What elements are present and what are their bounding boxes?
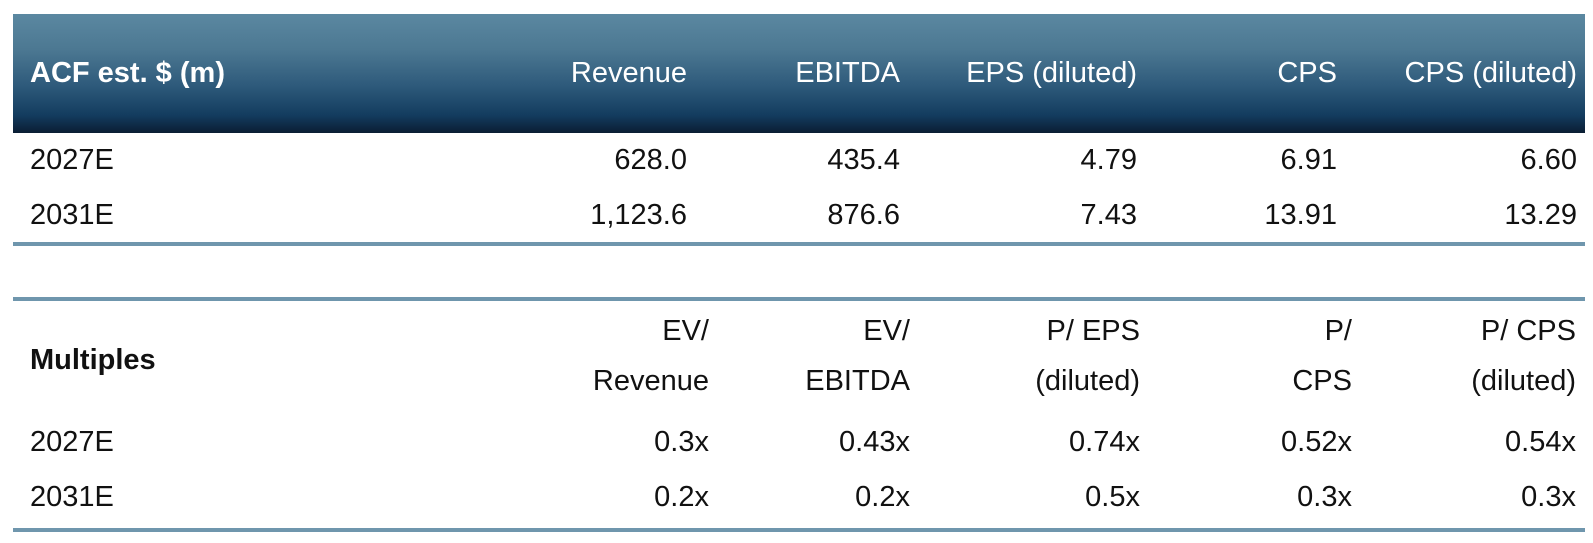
column-header-p-cps: P/ CPS	[1140, 306, 1352, 415]
multiples-top-rule	[13, 297, 1585, 301]
cell-2027e-ebitda: 435.4	[827, 144, 900, 176]
estimates-header-row: ACF est. $ (m) Revenue EBITDA EPS (dilut…	[13, 14, 1585, 133]
cell-2027e-cps: 6.91	[1280, 144, 1337, 176]
column-header-line2: Revenue	[592, 365, 709, 397]
row-label-2027e: 2027E	[30, 426, 114, 458]
cell-2031e-cps-diluted: 13.29	[1504, 198, 1577, 231]
column-header-revenue: Revenue	[570, 57, 687, 89]
cell-2031e-p-cps: 0.3x	[1297, 481, 1352, 513]
cell-2027e-p-cps: 0.52x	[1281, 426, 1352, 458]
column-header-line1: EV/	[863, 315, 910, 347]
multiples-table-title: Multiples	[30, 344, 156, 376]
column-header-line2: EBITDA	[805, 365, 910, 397]
row-label-2027e: 2027E	[30, 144, 114, 176]
table-bottom-rule	[13, 528, 1585, 532]
column-header-ebitda: EBITDA	[795, 57, 900, 89]
table-row-multiples-2027e: 2027E 0.3x 0.43x 0.74x 0.52x 0.54x	[13, 415, 1585, 470]
column-header-line2: (diluted)	[1471, 365, 1576, 397]
cell-2027e-ev-revenue: 0.3x	[654, 426, 709, 458]
cell-2027e-p-cps-diluted: 0.54x	[1505, 426, 1576, 458]
cell-2031e-ev-revenue: 0.2x	[654, 481, 709, 513]
cell-2027e-cps-diluted: 6.60	[1520, 144, 1577, 176]
table-row-multiples-2031e: 2031E 0.2x 0.2x 0.5x 0.3x 0.3x	[13, 470, 1585, 525]
cell-2031e-ebitda: 876.6	[827, 198, 900, 231]
column-header-ev-revenue: EV/ Revenue	[433, 306, 709, 415]
column-header-line1: P/ EPS	[1046, 315, 1141, 347]
column-header-ev-ebitda: EV/ EBITDA	[709, 306, 910, 415]
cell-2027e-revenue: 628.0	[614, 144, 687, 176]
column-header-line2: (diluted)	[1035, 365, 1140, 397]
multiples-rows: 2027E 0.3x 0.43x 0.74x 0.52x 0.54x 2031E…	[13, 415, 1585, 525]
cell-2031e-eps-diluted: 7.43	[1080, 198, 1137, 231]
column-header-p-eps-diluted: P/ EPS (diluted)	[910, 306, 1140, 415]
column-header-line1: EV/	[662, 315, 709, 347]
column-header-p-cps-diluted: P/ CPS (diluted)	[1352, 306, 1576, 415]
estimates-table-title: ACF est. $ (m)	[30, 57, 225, 89]
estimates-rows: 2027E 628.0 435.4 4.79 6.91 6.60 2031E 1…	[13, 133, 1585, 242]
cell-2027e-p-eps-diluted: 0.74x	[1069, 426, 1140, 458]
row-label-2031e: 2031E	[30, 481, 114, 513]
cell-2027e-ev-ebitda: 0.43x	[839, 426, 910, 458]
column-header-line1: P/	[1324, 315, 1352, 347]
cell-2027e-eps-diluted: 4.79	[1080, 144, 1137, 176]
column-header-cps: CPS	[1277, 57, 1337, 89]
section-divider-top	[13, 242, 1585, 246]
cell-2031e-revenue: 1,123.6	[590, 198, 687, 231]
column-header-eps-diluted: EPS (diluted)	[966, 57, 1137, 89]
column-header-line1: P/ CPS	[1480, 315, 1576, 347]
cell-2031e-cps: 13.91	[1264, 198, 1337, 231]
multiples-header-row: Multiples EV/ Revenue EV/ EBITDA P/ EPS …	[13, 301, 1585, 415]
cell-2031e-ev-ebitda: 0.2x	[855, 481, 910, 513]
column-header-line2: CPS	[1292, 365, 1352, 397]
cell-2031e-p-eps-diluted: 0.5x	[1085, 481, 1140, 513]
table-row-2027e: 2027E 628.0 435.4 4.79 6.91 6.60	[13, 133, 1585, 188]
table-row-2031e: 2031E 1,123.6 876.6 7.43 13.91 13.29	[13, 188, 1585, 242]
column-header-cps-diluted: CPS (diluted)	[1404, 57, 1577, 89]
row-label-2031e: 2031E	[30, 198, 114, 231]
cell-2031e-p-cps-diluted: 0.3x	[1521, 481, 1576, 513]
